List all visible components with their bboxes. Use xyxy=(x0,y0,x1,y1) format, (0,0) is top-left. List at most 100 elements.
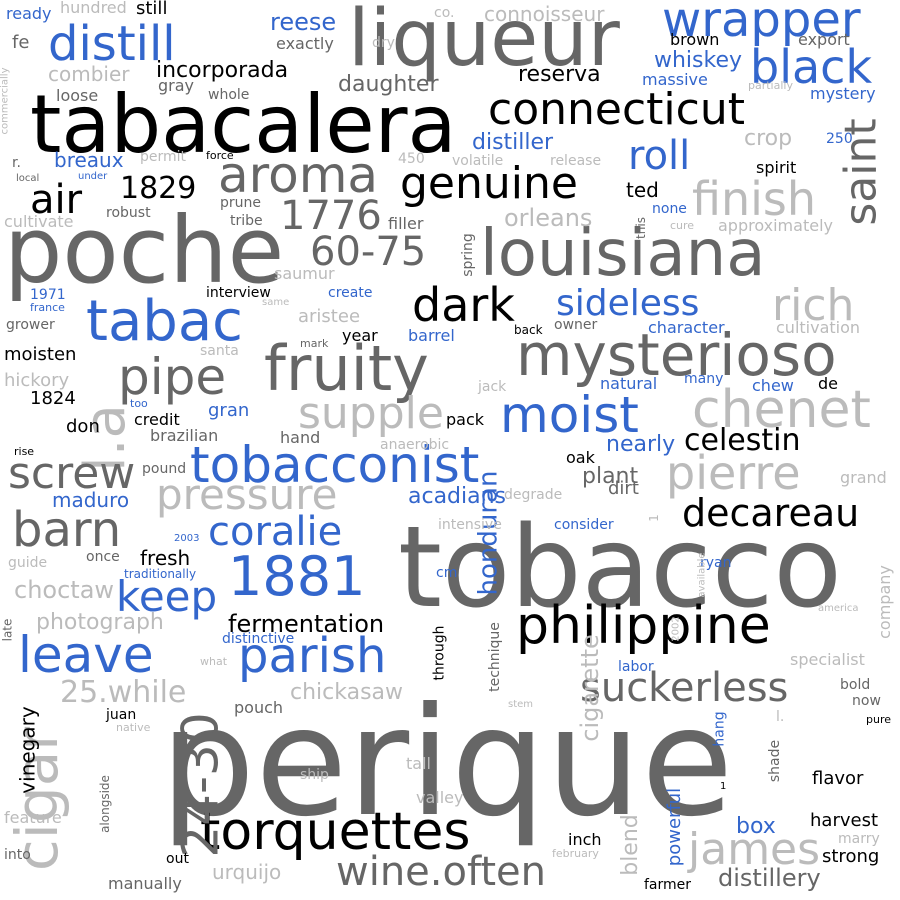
word-fresh: fresh xyxy=(140,546,191,570)
word-oak: oak xyxy=(566,448,595,467)
word-inch: inch xyxy=(568,830,602,849)
word-whole: whole xyxy=(208,87,250,103)
word-grand: grand xyxy=(840,468,887,487)
word-owner: owner xyxy=(554,317,598,333)
word-this: this xyxy=(633,217,648,239)
word-dirt: dirt xyxy=(608,478,639,499)
word-powerful: powerful xyxy=(664,787,686,867)
word-60-75: 60-75 xyxy=(310,229,427,275)
word-tabac: tabac xyxy=(86,289,243,354)
word-symbol: 1 xyxy=(646,514,661,522)
word-cultivation: cultivation xyxy=(776,318,861,337)
word-technique: technique xyxy=(486,622,503,692)
word-wrapper: wrapper xyxy=(662,0,861,48)
word-ready: ready xyxy=(6,4,52,23)
word-hundred: hundred xyxy=(60,0,127,17)
word-pound: pound xyxy=(142,461,187,477)
word-create: create xyxy=(328,285,373,301)
word-valley: valley xyxy=(416,788,464,807)
word-alongside: alongside xyxy=(97,775,112,833)
word-keep: keep xyxy=(116,572,218,621)
word-partially: partially xyxy=(748,79,793,92)
word-l: l. xyxy=(776,709,785,725)
word-into: into xyxy=(4,847,31,863)
word-barrel: barrel xyxy=(408,326,455,345)
word-tabacalera: tabacalera xyxy=(30,78,457,171)
word-finish: finish xyxy=(692,172,817,226)
word-year: year xyxy=(342,326,378,345)
word-exactly: exactly xyxy=(276,34,334,53)
word-pack: pack xyxy=(446,410,485,429)
word-degrade: degrade xyxy=(504,487,563,503)
word-massive: massive xyxy=(642,70,708,89)
word-character: character xyxy=(648,318,725,337)
word-poche: poche xyxy=(4,197,285,304)
word-ryan: ryan xyxy=(700,555,732,571)
word-cure: cure xyxy=(670,219,695,232)
word-chickasaw: chickasaw xyxy=(290,680,404,705)
word-stem: stem xyxy=(508,699,534,710)
word-america: america xyxy=(818,603,859,614)
word-torquettes: torquettes xyxy=(200,802,471,862)
word-shade: shade xyxy=(767,739,784,783)
word-spring: spring xyxy=(459,233,476,277)
word-dark: dark xyxy=(412,278,515,332)
word-aristee: aristee xyxy=(298,306,361,327)
word-rich: rich xyxy=(772,280,855,331)
word-philippine: philippine xyxy=(516,596,771,656)
word-vinegary: vinegary xyxy=(15,706,40,794)
word-commercially: commercially xyxy=(0,67,11,135)
word-crop: crop xyxy=(744,126,793,151)
word-feature: feature xyxy=(4,808,62,827)
word-ted: ted xyxy=(626,178,659,202)
word-what: what xyxy=(200,655,228,668)
word-bold: bold xyxy=(840,677,871,693)
word-jack: jack xyxy=(478,379,507,395)
word-specialist: specialist xyxy=(790,650,865,669)
word-fruity: fruity xyxy=(264,332,429,405)
word-flavor: flavor xyxy=(812,768,864,789)
word-release: release xyxy=(550,153,602,169)
word-loose: loose xyxy=(56,86,99,105)
word-cigarette: cigarette xyxy=(575,634,604,742)
word-natural: natural xyxy=(600,374,658,393)
word-2002: 2002 xyxy=(670,616,682,642)
word-distillery: distillery xyxy=(718,864,821,892)
word-dry: dry xyxy=(372,35,395,51)
word-james: james xyxy=(688,824,821,875)
word-celestin: celestin xyxy=(684,423,801,458)
word-mystery: mystery xyxy=(810,84,876,103)
word-connecticut: connecticut xyxy=(488,84,745,135)
word-reserva: reserva xyxy=(518,62,601,87)
word-consider: consider xyxy=(554,517,614,533)
word-parish: parish xyxy=(238,628,387,684)
word-black: black xyxy=(750,40,873,94)
word-still: still xyxy=(136,0,168,19)
word-leave: leave xyxy=(18,626,154,684)
word-brazilian: brazilian xyxy=(150,426,219,445)
word-wine-often: wine.often xyxy=(336,849,546,895)
word-urquijo: urquijo xyxy=(212,860,282,884)
word-2003: 2003 xyxy=(174,533,200,544)
word-don: don xyxy=(66,416,100,437)
word-traditionally: traditionally xyxy=(124,567,197,581)
word-coralie: coralie xyxy=(208,509,343,555)
word-none: none xyxy=(652,201,687,217)
word-tobacconist: tobacconist xyxy=(190,436,480,494)
word-volatile: volatile xyxy=(452,153,504,169)
word-photograph: photograph xyxy=(36,610,164,635)
word-under: under xyxy=(78,171,108,182)
word-roll: roll xyxy=(628,133,691,179)
word-connoisseur: connoisseur xyxy=(484,2,605,26)
word-1829: 1829 xyxy=(120,171,197,206)
word-company: company xyxy=(874,565,894,639)
word-labor: labor xyxy=(618,659,654,675)
word-air: air xyxy=(30,177,83,223)
word-1: 1 xyxy=(720,781,727,792)
word-local: local xyxy=(16,173,40,184)
word-france: france xyxy=(30,301,65,314)
word-pierre: pierre xyxy=(666,446,801,500)
word-truffle: truffle xyxy=(361,747,378,791)
word-spirit: spirit xyxy=(756,158,797,177)
